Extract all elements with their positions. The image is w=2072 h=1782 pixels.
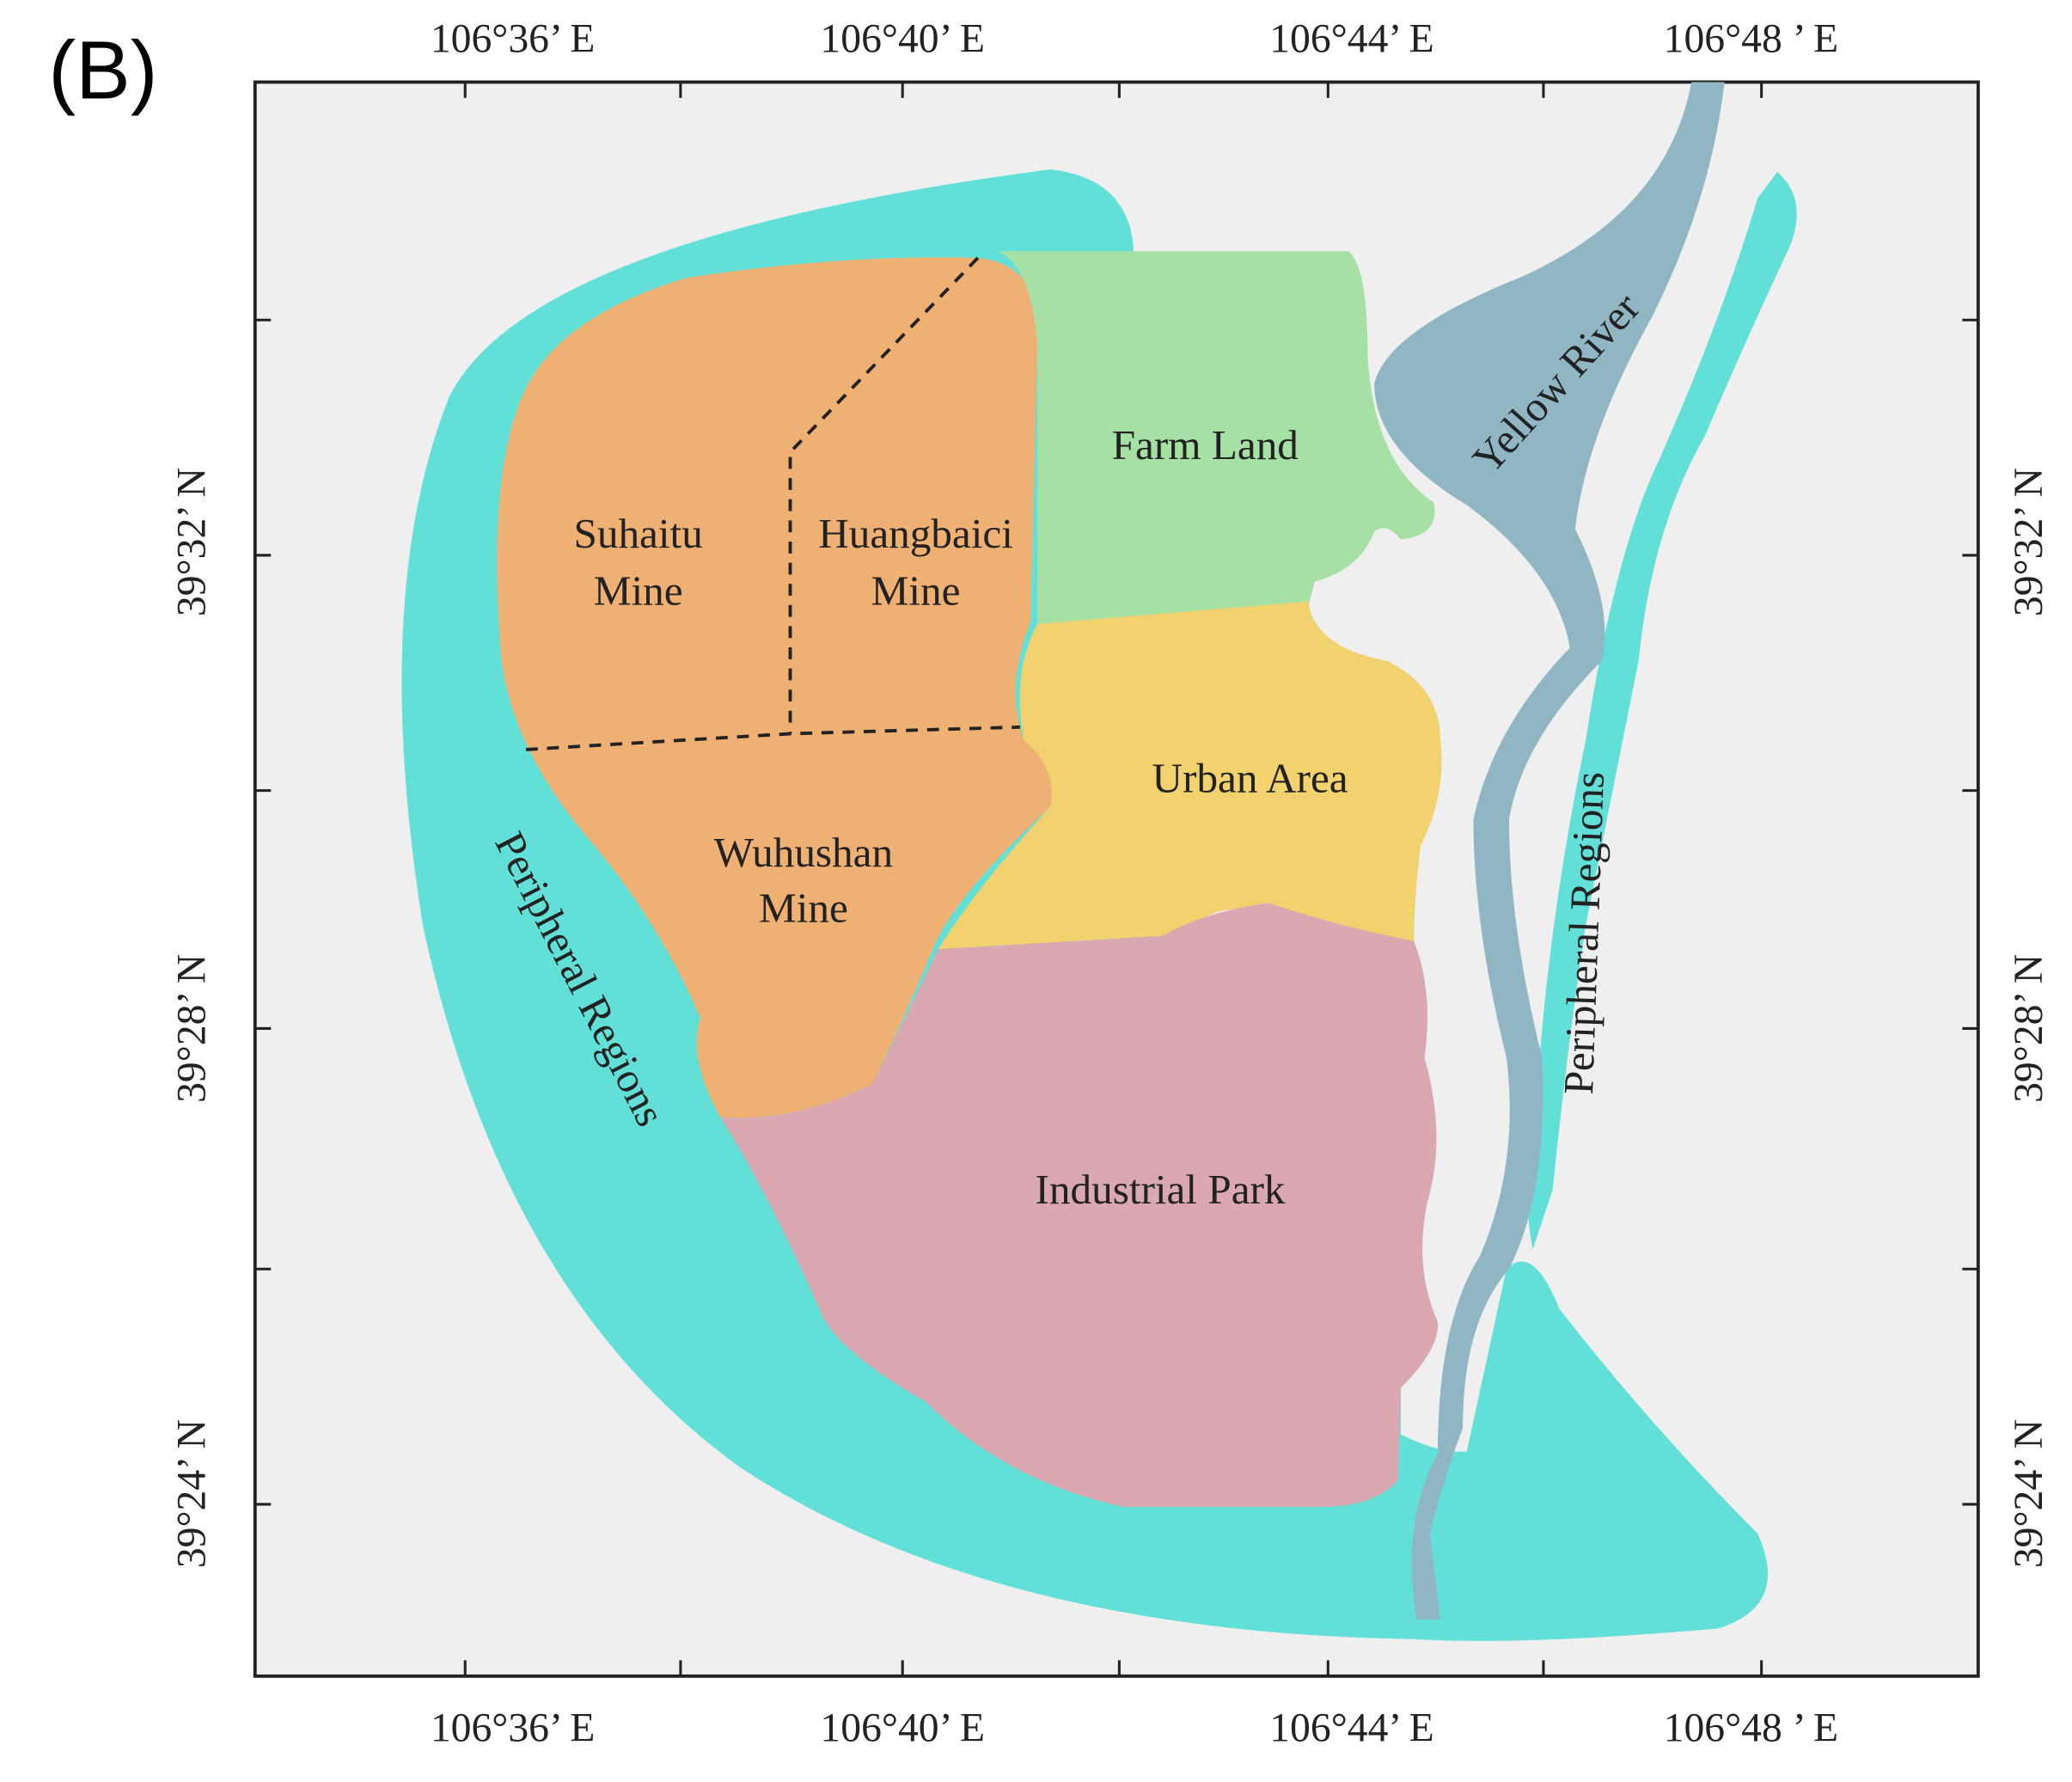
region-label: Huangbaici — [818, 510, 1013, 557]
top-label: 106°40’ E — [820, 16, 985, 61]
bottom-label: 106°36’ E — [431, 1705, 596, 1750]
region-label: Mine — [871, 566, 961, 614]
tick-marks — [254, 82, 1978, 1676]
region-label: Urban Area — [1152, 755, 1348, 802]
top-label: 106°44’ E — [1269, 16, 1434, 61]
right-label: 39°32’ N — [2007, 468, 2051, 616]
region-label: Mine — [759, 884, 848, 931]
left-label: 39°32’ N — [170, 468, 215, 616]
region-label: Mine — [594, 566, 683, 614]
farm-land — [997, 251, 1435, 624]
right-label: 39°28’ N — [2007, 954, 2051, 1103]
region-label: Wuhushan — [714, 829, 893, 876]
peripheral-region-right — [1527, 172, 1797, 1250]
panel-label: (B) — [48, 26, 157, 117]
bottom-label: 106°44’ E — [1269, 1705, 1434, 1750]
left-label: 39°24’ N — [170, 1419, 215, 1568]
top-label: 106°48 ’ E — [1664, 16, 1838, 61]
mine-area — [497, 257, 1052, 1118]
mine-boundaries — [525, 256, 1021, 751]
urban-area — [938, 601, 1442, 950]
top-label: 106°36’ E — [431, 16, 596, 61]
region-label: Suhaitu — [574, 510, 703, 557]
industrial-park — [720, 903, 1439, 1508]
right-label: 39°24’ N — [2007, 1419, 2051, 1568]
bottom-label: 106°40’ E — [820, 1705, 985, 1750]
yellow-river — [1374, 82, 1725, 1620]
region-label: Industrial Park — [1036, 1166, 1286, 1213]
ticks — [254, 82, 1978, 1676]
left-label: 39°28’ N — [170, 954, 215, 1103]
region-label: Farm Land — [1112, 421, 1299, 468]
bottom-label: 106°48 ’ E — [1664, 1705, 1838, 1750]
region-label: Peripheral Regions — [1555, 771, 1613, 1095]
